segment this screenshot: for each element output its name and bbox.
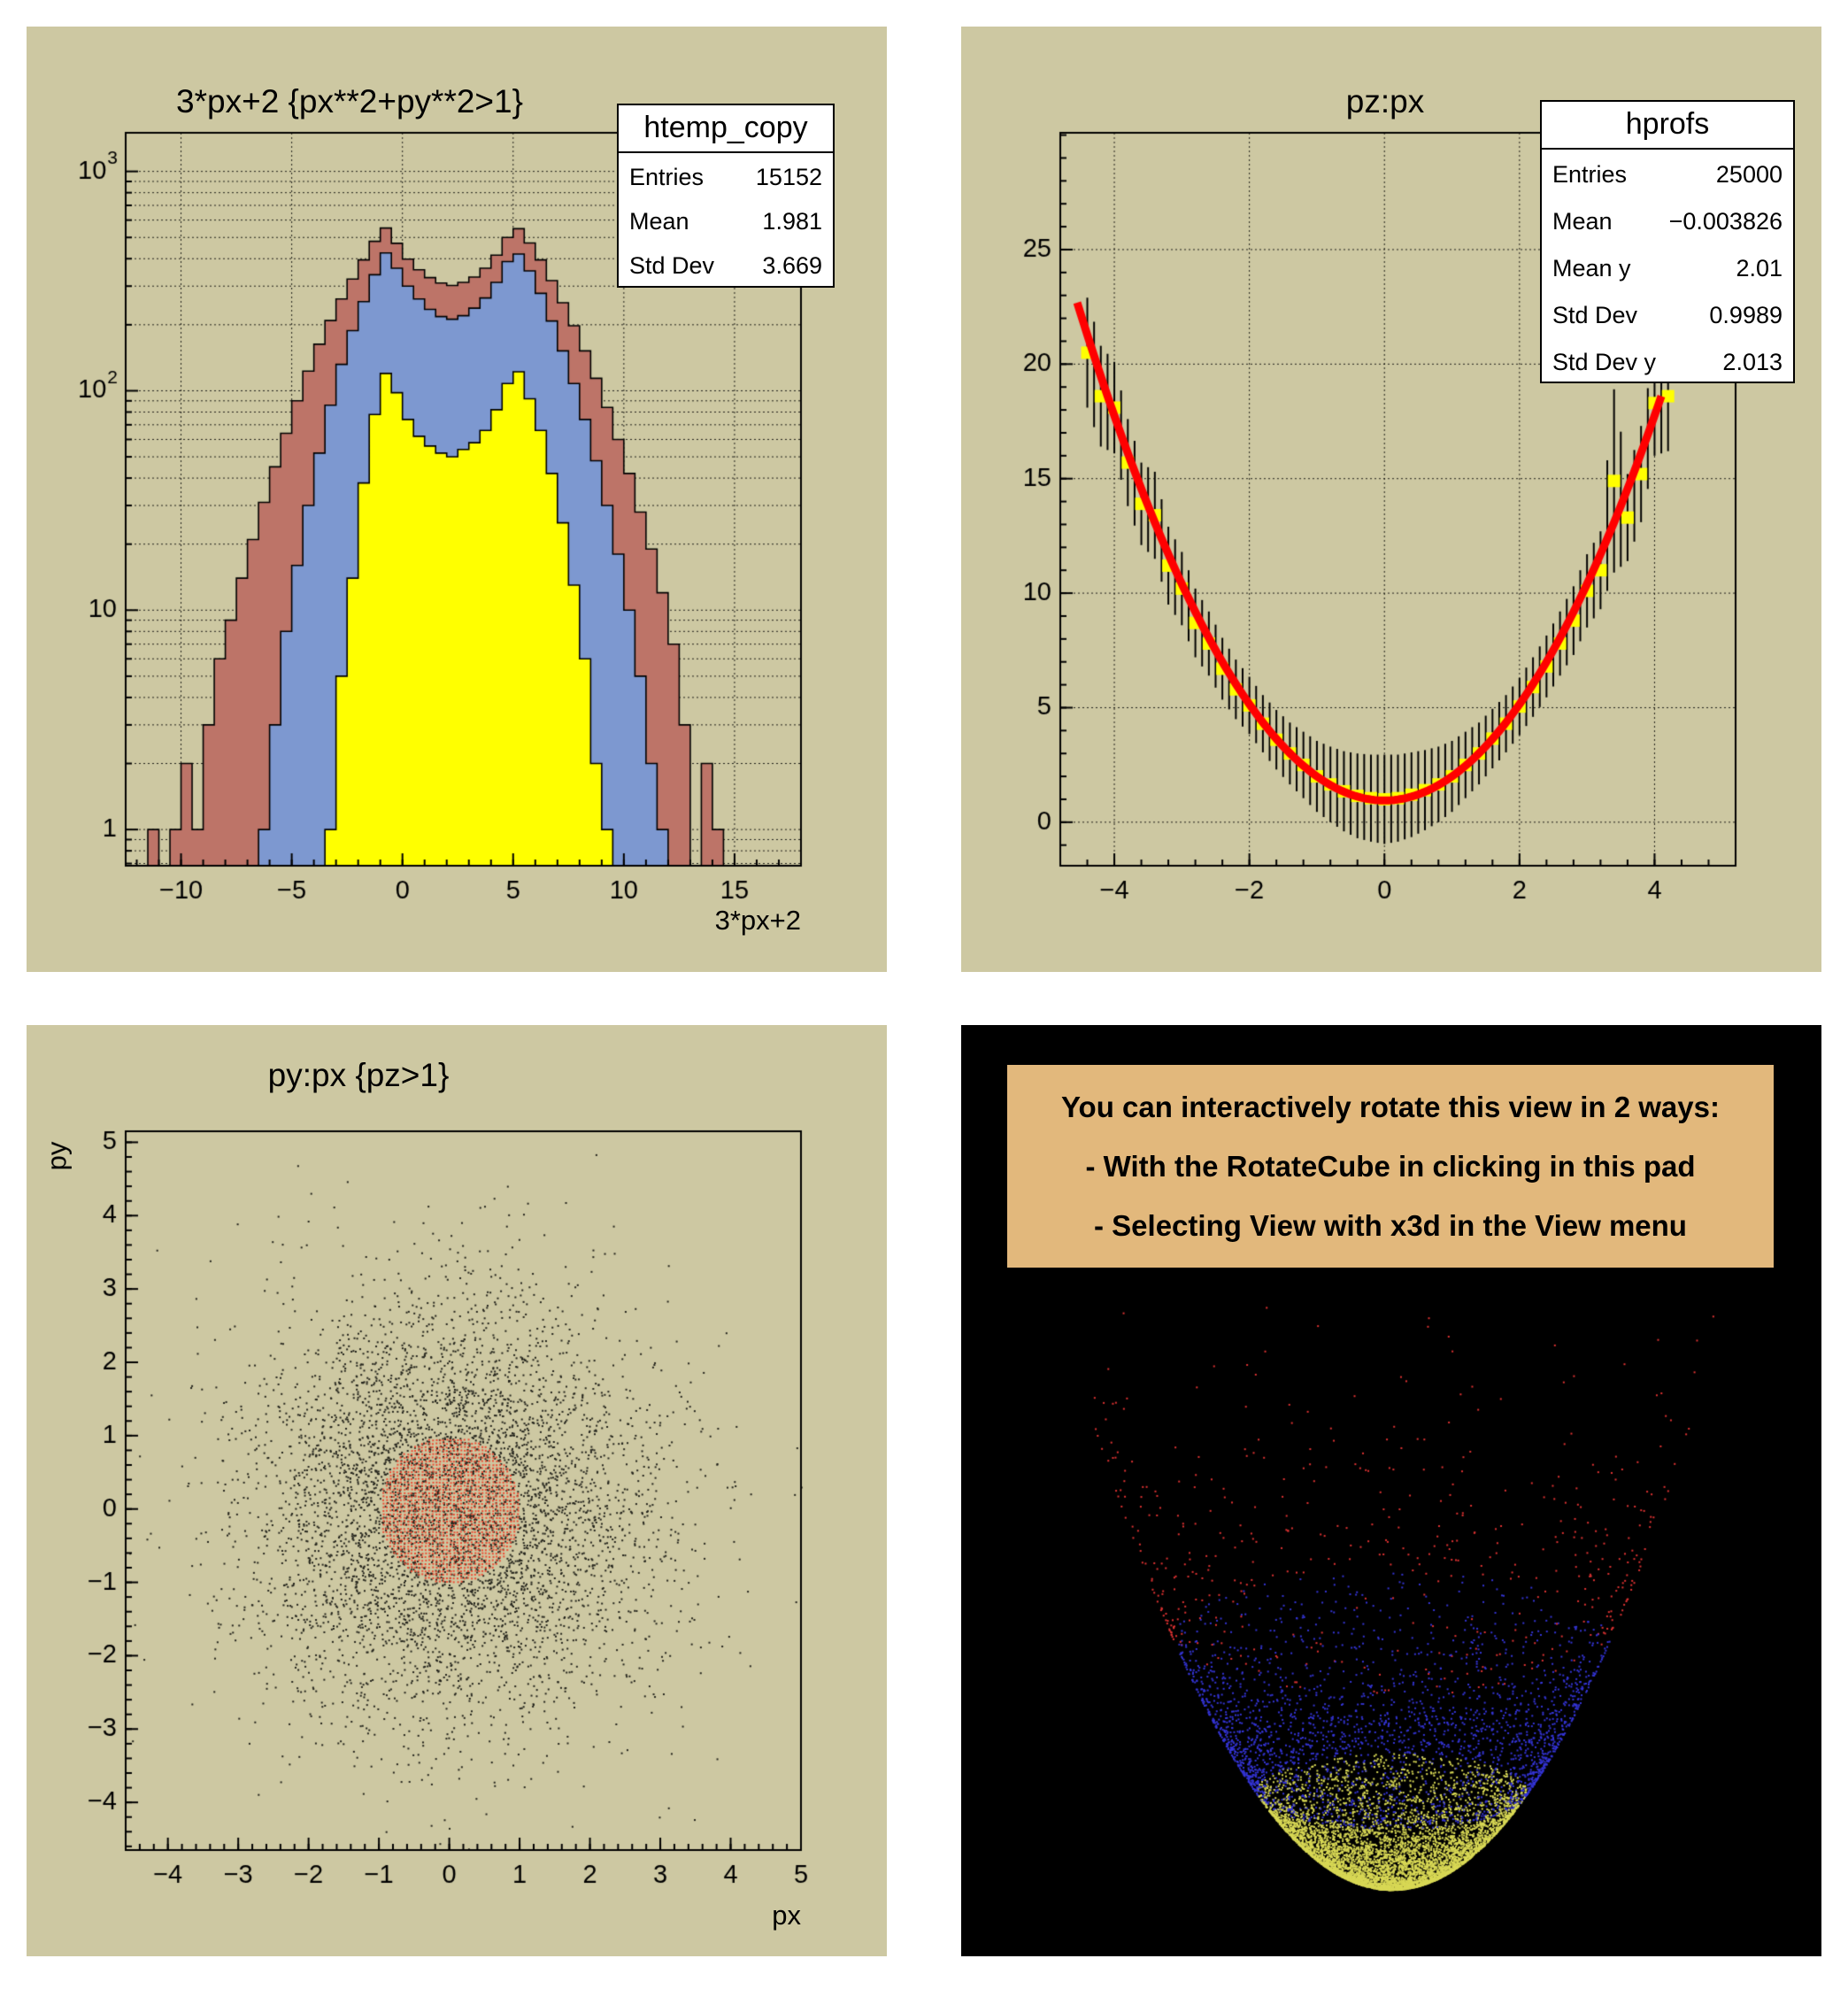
stats-row: Mean y 2.01 — [1542, 245, 1793, 292]
scatter-xaxis-title: px — [772, 1900, 801, 1931]
stat-label: Std Dev y — [1552, 349, 1657, 375]
scatter-yaxis-title: py — [41, 1141, 73, 1171]
stat-label: Mean — [629, 207, 689, 235]
stats-box-htemp-copy[interactable]: htemp_copy Entries 15152 Mean 1.981 Std … — [617, 104, 835, 288]
stat-label: Entries — [629, 163, 705, 190]
rotate-info-line: - Selecting View with x3d in the View me… — [1094, 1208, 1687, 1242]
pad-profile: pz:px hprofs Entries 25000 Mean −0.00382… — [961, 27, 1821, 972]
stat-value: 0.9989 — [1709, 302, 1783, 328]
stats-row: Mean 1.981 — [619, 199, 833, 243]
stat-value: 1.981 — [762, 207, 822, 235]
pad-histogram: 3*px+2 {px**2+py**2>1} htemp_copy Entrie… — [27, 27, 887, 972]
stat-label: Mean — [1552, 208, 1613, 235]
pad-3d-view: You can interactively rotate this view i… — [961, 1025, 1821, 1956]
stat-label: Mean y — [1552, 255, 1631, 281]
stat-value: 15152 — [755, 163, 822, 190]
stat-value: 2.01 — [1736, 255, 1783, 281]
stat-value: 25000 — [1715, 161, 1783, 188]
stats-row: Std Dev 3.669 — [619, 243, 833, 288]
stat-label: Std Dev — [629, 251, 715, 279]
stat-label: Entries — [1552, 161, 1628, 188]
rotate-info-box: You can interactively rotate this view i… — [1005, 1063, 1775, 1269]
stat-label: Std Dev — [1552, 302, 1638, 328]
stat-value: 2.013 — [1722, 349, 1783, 375]
stats-title: htemp_copy — [619, 105, 833, 153]
rotate-info-line: You can interactively rotate this view i… — [1061, 1090, 1720, 1123]
stats-row: Entries 25000 — [1542, 151, 1793, 198]
stats-row: Mean −0.003826 — [1542, 198, 1793, 245]
profile-title: pz:px — [1345, 83, 1425, 120]
stats-box-hprofs[interactable]: hprofs Entries 25000 Mean −0.003826 Mean… — [1540, 100, 1795, 383]
rotate-info-line: - With the RotateCube in clicking in thi… — [1085, 1149, 1696, 1183]
stat-value: −0.003826 — [1668, 208, 1783, 235]
stats-row: Std Dev 0.9989 — [1542, 292, 1793, 339]
stats-row: Entries 15152 — [619, 155, 833, 199]
scatter-plot[interactable] — [27, 1025, 887, 1956]
stat-value: 3.669 — [762, 251, 822, 279]
histogram-xaxis-title: 3*px+2 — [714, 905, 801, 936]
pad-scatter: py:px {pz>1} py px — [27, 1025, 887, 1956]
stats-row: Std Dev y 2.013 — [1542, 339, 1793, 386]
stats-title: hprofs — [1542, 102, 1793, 150]
scatter-title: py:px {pz>1} — [267, 1057, 450, 1093]
histogram-title: 3*px+2 {px**2+py**2>1} — [176, 83, 523, 120]
